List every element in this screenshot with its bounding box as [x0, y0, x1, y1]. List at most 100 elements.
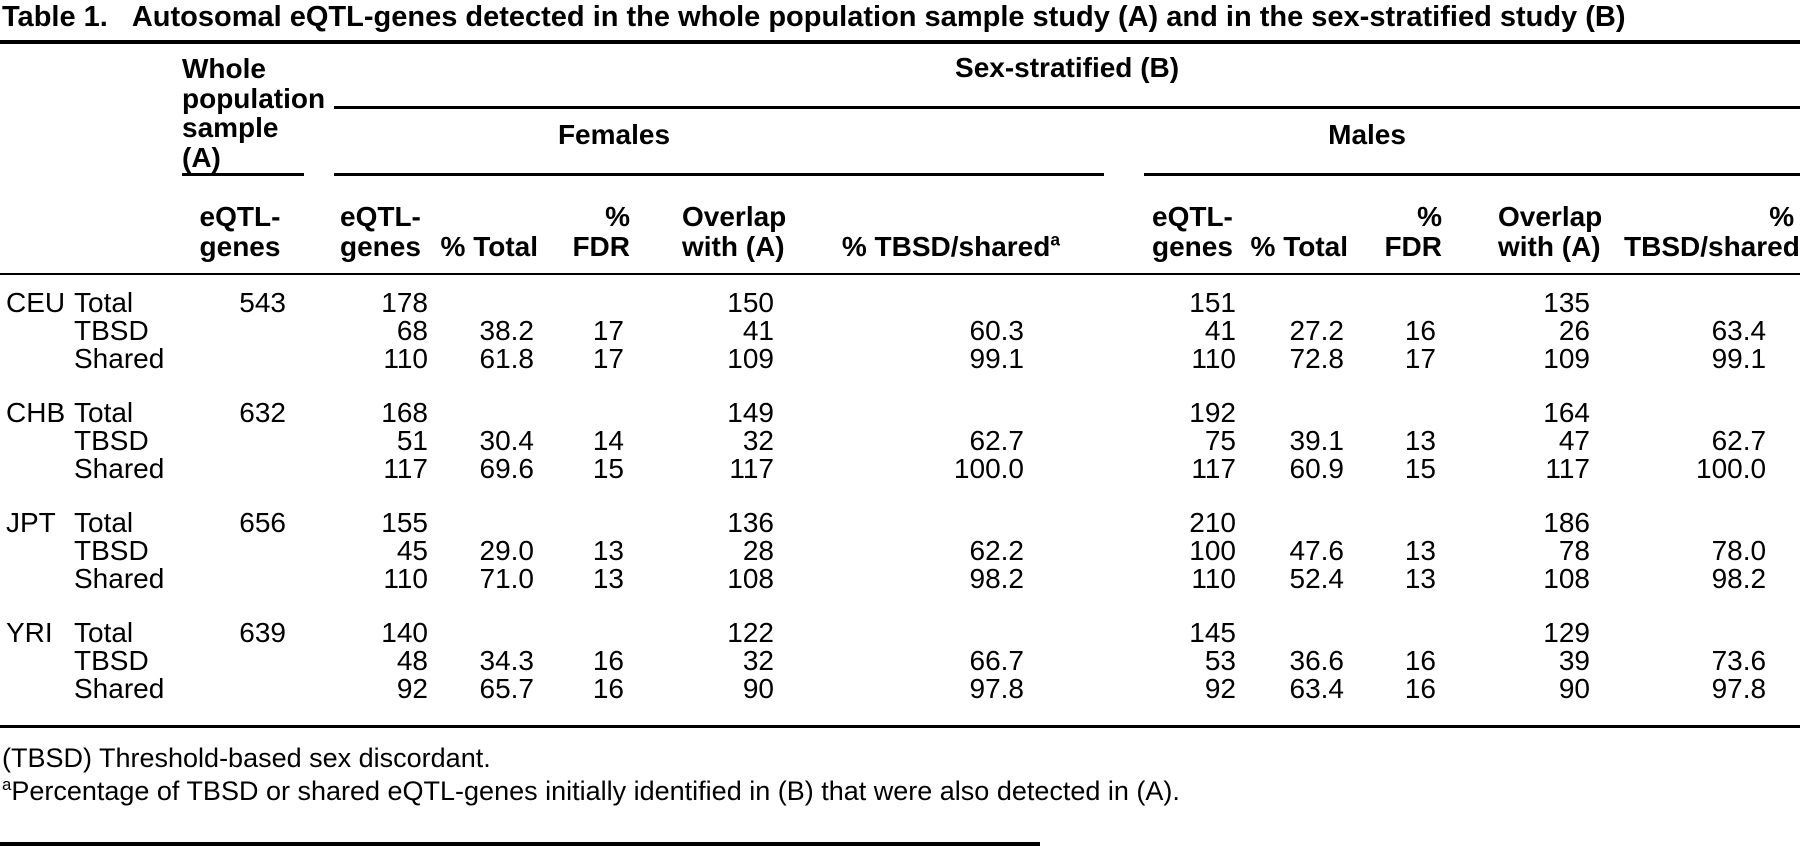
table-title-text: Autosomal eQTL-genes detected in the who…: [131, 1, 1626, 33]
cell-male: 26: [1558, 315, 1590, 347]
colhead-m-tbsd-shared: % TBSD/shareda: [1624, 174, 1800, 276]
cell-female: 32: [742, 425, 774, 457]
cell-male: 13: [1404, 563, 1436, 595]
cell-male: 75: [1204, 425, 1236, 457]
row-label: TBSD: [74, 425, 149, 457]
table-header: Whole population sample (A) Sex-stratifi…: [0, 44, 1800, 276]
colhead-m-tbsd-shared-text: % TBSD/shared: [1624, 200, 1800, 262]
cell-female: 98.2: [969, 563, 1025, 595]
cell-female: [804, 593, 1104, 647]
cell-female: 117: [383, 453, 428, 485]
header-row-2: Females Males: [0, 107, 1800, 176]
cell-male: 72.8: [1289, 343, 1345, 375]
colhead-f-overlap: Overlap with (A): [670, 174, 804, 276]
column-gap: [1104, 593, 1144, 647]
row-label: Total: [74, 287, 134, 319]
cell-male: 110: [1191, 563, 1236, 595]
cell-female: 16: [560, 675, 670, 729]
cell-whole-eqtl-genes: 632: [239, 397, 286, 429]
table-title: Table 1. Autosomal eQTL-genes detected in…: [0, 0, 1800, 40]
cell-male: 41: [1204, 315, 1236, 347]
cell-whole-eqtl-genes: [182, 345, 304, 373]
column-gap: [1104, 345, 1144, 373]
row-label: Total: [74, 397, 134, 429]
column-gap: [304, 345, 334, 373]
cell-female: 69.6: [479, 453, 535, 485]
cell-female: 65.7: [434, 675, 560, 729]
cell-female: 60.3: [969, 315, 1025, 347]
cell-female: 71.0: [479, 563, 535, 595]
cell-female: [560, 483, 670, 537]
population-label: [0, 565, 70, 593]
cell-male: 17: [1404, 343, 1436, 375]
population-label: YRI: [6, 617, 53, 649]
cell-whole-eqtl-genes: [182, 565, 304, 593]
table-row: CEU Total 543 178 150 151 135: [0, 274, 1800, 317]
cell-male: 78: [1558, 535, 1590, 567]
colhead-m-pct-total: % Total: [1244, 174, 1374, 276]
cell-female: 108: [727, 563, 774, 595]
cell-female: [560, 373, 670, 427]
cell-male: 15: [1404, 453, 1436, 485]
cell-male: 47.6: [1289, 535, 1345, 567]
cell-female: 97.8: [804, 675, 1104, 729]
cell-female: 68: [396, 315, 428, 347]
cell-female: 150: [727, 287, 774, 319]
cell-whole-eqtl-genes: 543: [239, 287, 286, 319]
row-label: Shared: [74, 563, 165, 595]
cell-female: 34.3: [479, 645, 535, 677]
footnote-tbsd: (TBSD) Threshold-based sex discordant.: [2, 743, 491, 774]
header-gap: [304, 174, 334, 276]
cell-male: [1374, 483, 1484, 537]
cell-male: 36.6: [1289, 645, 1345, 677]
cell-male: 60.9: [1289, 453, 1345, 485]
population-label: [0, 537, 70, 565]
colhead-f-pct-fdr: % FDR: [560, 174, 670, 276]
row-label: TBSD: [74, 315, 149, 347]
cell-female: 17: [592, 343, 624, 375]
cell-male: 98.2: [1711, 563, 1767, 595]
colhead-f-tbsd-shared-text: % TBSD/shared: [841, 230, 1051, 262]
cell-whole-eqtl-genes: [182, 317, 304, 345]
column-gap: [304, 317, 334, 345]
column-gap: [1104, 317, 1144, 345]
cell-male: [1624, 373, 1800, 427]
column-gap: [304, 565, 334, 593]
cell-whole-eqtl-genes: 639: [239, 617, 286, 649]
row-label: Shared: [70, 675, 182, 729]
table-title-label: Table 1.: [2, 1, 108, 33]
cell-female: [434, 373, 560, 427]
column-gap: [304, 537, 334, 565]
column-gap: [304, 427, 334, 455]
cell-male: 53: [1204, 645, 1236, 677]
row-label: TBSD: [74, 645, 149, 677]
colhead-m-eqtl-genes: eQTL-genes: [1144, 174, 1244, 276]
cell-male: 99.1: [1711, 343, 1767, 375]
cell-female: 61.8: [479, 343, 535, 375]
population-label: [0, 675, 70, 729]
cell-female: [434, 593, 560, 647]
cell-male: [1374, 373, 1484, 427]
table-row: TBSD 48 34.3 16 32 66.7 53 36.6 16 39 73.6: [0, 647, 1800, 675]
cell-female: 30.4: [479, 425, 535, 457]
cell-whole-eqtl-genes: [182, 427, 304, 455]
header-sex-stratified: Sex-stratified (B): [334, 44, 1800, 109]
cell-female: [560, 274, 670, 317]
header-stub: [0, 44, 182, 276]
bottom-edge-bar: [0, 842, 1040, 846]
cell-male: 73.6: [1711, 645, 1767, 677]
cell-female: 109: [727, 343, 774, 375]
cell-female: 41: [742, 315, 774, 347]
colhead-whole-eqtl-genes: eQTL-genes: [182, 174, 304, 276]
colhead-f-pct-total: % Total: [434, 174, 560, 276]
cell-male: 117: [1191, 453, 1236, 485]
table-row: TBSD 68 38.2 17 41 60.3 41 27.2 16 26 63.4: [0, 317, 1800, 345]
column-gap: [304, 675, 334, 729]
cell-female: 62.2: [969, 535, 1025, 567]
header-males: Males: [1144, 107, 1800, 176]
table-row: CHB Total 632 168 149 192 164: [0, 373, 1800, 427]
cell-whole-eqtl-genes: [182, 455, 304, 483]
footnote-a-marker: a: [1050, 229, 1060, 250]
column-gap: [1104, 274, 1144, 317]
